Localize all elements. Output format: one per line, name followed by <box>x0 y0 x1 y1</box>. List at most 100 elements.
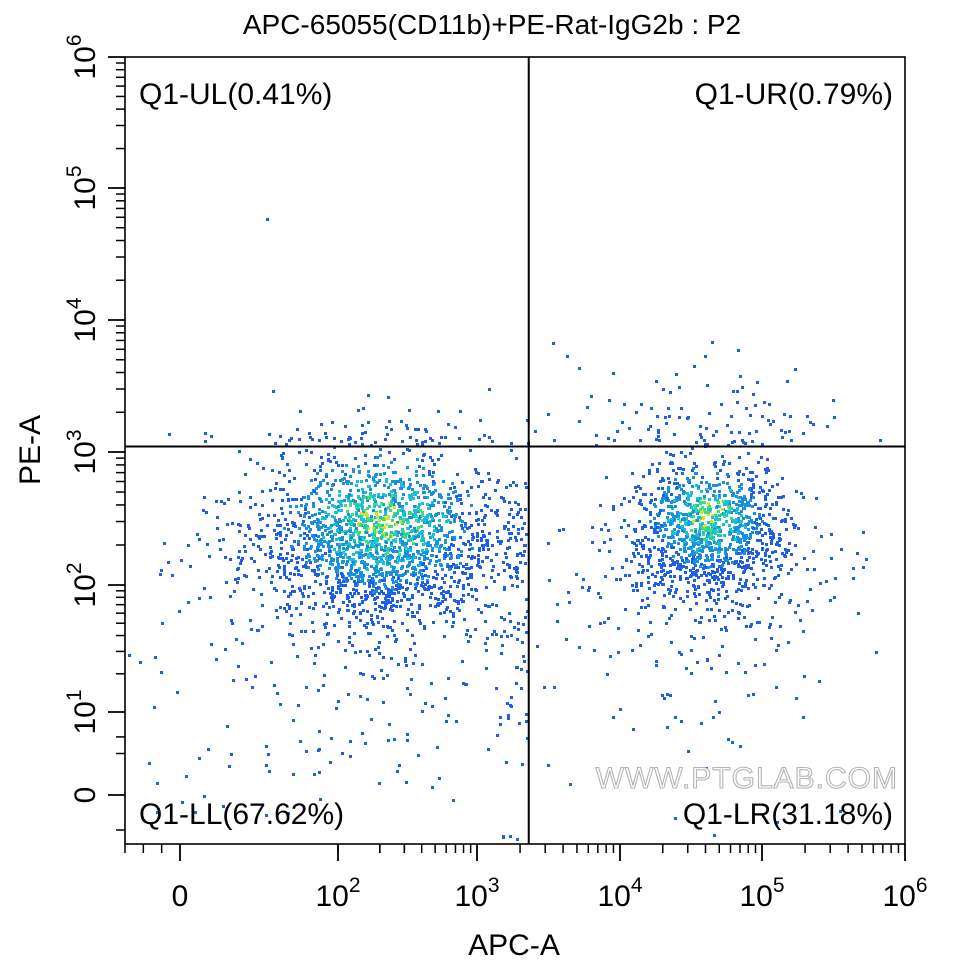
event-dot <box>355 514 358 517</box>
event-dot <box>756 539 759 542</box>
event-dot <box>301 523 304 526</box>
event-dot <box>699 508 702 511</box>
event-dot <box>423 555 426 558</box>
event-dot <box>721 455 724 458</box>
event-dot <box>406 466 409 469</box>
event-dot <box>715 516 718 519</box>
event-dot <box>444 515 447 518</box>
event-dot <box>328 554 331 557</box>
event-dot <box>759 539 762 542</box>
event-dot <box>310 647 313 650</box>
event-dot <box>755 518 758 521</box>
event-dot <box>667 407 670 410</box>
event-dot <box>525 720 528 723</box>
event-dot <box>482 496 485 499</box>
event-dot <box>333 523 336 526</box>
event-dot <box>727 738 730 741</box>
event-dot <box>307 566 310 569</box>
event-dot <box>370 444 373 447</box>
event-dot <box>734 521 737 524</box>
event-dot <box>387 549 390 552</box>
event-dot <box>672 595 675 598</box>
event-dot <box>711 576 714 579</box>
event-dot <box>687 523 690 526</box>
event-dot <box>782 508 785 511</box>
event-dot <box>604 523 607 526</box>
event-dot <box>678 564 681 567</box>
event-dot <box>395 550 398 553</box>
event-dot <box>393 458 396 461</box>
event-dot <box>387 396 390 399</box>
event-dot <box>660 524 663 527</box>
event-dot <box>692 467 695 470</box>
event-dot <box>321 532 324 535</box>
event-dot <box>271 555 274 558</box>
event-dot <box>377 621 380 624</box>
event-dot <box>414 428 417 431</box>
event-dot <box>319 549 322 552</box>
event-dot <box>442 480 445 483</box>
event-dot <box>198 538 201 541</box>
event-dot <box>353 539 356 542</box>
event-dot <box>503 630 506 633</box>
event-dot <box>708 579 711 582</box>
event-dot <box>291 521 294 524</box>
event-dot <box>705 767 708 770</box>
event-dot <box>359 611 362 614</box>
event-dot <box>420 539 423 542</box>
event-dot <box>382 592 385 595</box>
event-dot <box>365 512 368 515</box>
event-dot <box>736 528 739 531</box>
event-dot <box>390 490 393 493</box>
event-dot <box>280 557 283 560</box>
event-dot <box>707 530 710 533</box>
event-dot <box>744 504 747 507</box>
event-dot <box>672 469 675 472</box>
event-dot <box>391 597 394 600</box>
event-dot <box>802 496 805 499</box>
event-dot <box>619 578 622 581</box>
event-dot <box>401 565 404 568</box>
event-dot <box>464 525 467 528</box>
event-dot <box>432 519 435 522</box>
event-dot <box>252 588 255 591</box>
event-dot <box>711 516 714 519</box>
event-dot <box>739 541 742 544</box>
event-dot <box>371 577 374 580</box>
event-dot <box>378 592 381 595</box>
event-dot <box>656 468 659 471</box>
event-dot <box>712 565 715 568</box>
event-dot <box>370 565 373 568</box>
event-dot <box>375 530 378 533</box>
event-dot <box>307 525 310 528</box>
event-dot <box>347 545 350 548</box>
event-dot <box>651 539 654 542</box>
event-dot <box>429 504 432 507</box>
event-dot <box>735 552 738 555</box>
event-dot <box>510 449 513 452</box>
event-dot <box>371 581 374 584</box>
event-dot <box>488 436 491 439</box>
event-dot <box>357 578 360 581</box>
event-dot <box>691 537 694 540</box>
event-dot <box>373 523 376 526</box>
event-dot <box>790 568 793 571</box>
event-dot <box>352 553 355 556</box>
event-dot <box>409 498 412 501</box>
event-dot <box>440 526 443 529</box>
event-dot <box>516 513 519 516</box>
event-dot <box>752 693 755 696</box>
event-dot <box>696 497 699 500</box>
event-dot <box>766 548 769 551</box>
event-dot <box>341 478 344 481</box>
event-dot <box>692 567 695 570</box>
event-dot <box>405 579 408 582</box>
event-dot <box>376 539 379 542</box>
event-dot <box>421 519 424 522</box>
tick-label: 0 <box>172 880 189 913</box>
event-dot <box>385 600 388 603</box>
event-dot <box>628 574 631 577</box>
event-dot <box>156 782 159 785</box>
event-dot <box>323 540 326 543</box>
event-dot <box>488 388 491 391</box>
